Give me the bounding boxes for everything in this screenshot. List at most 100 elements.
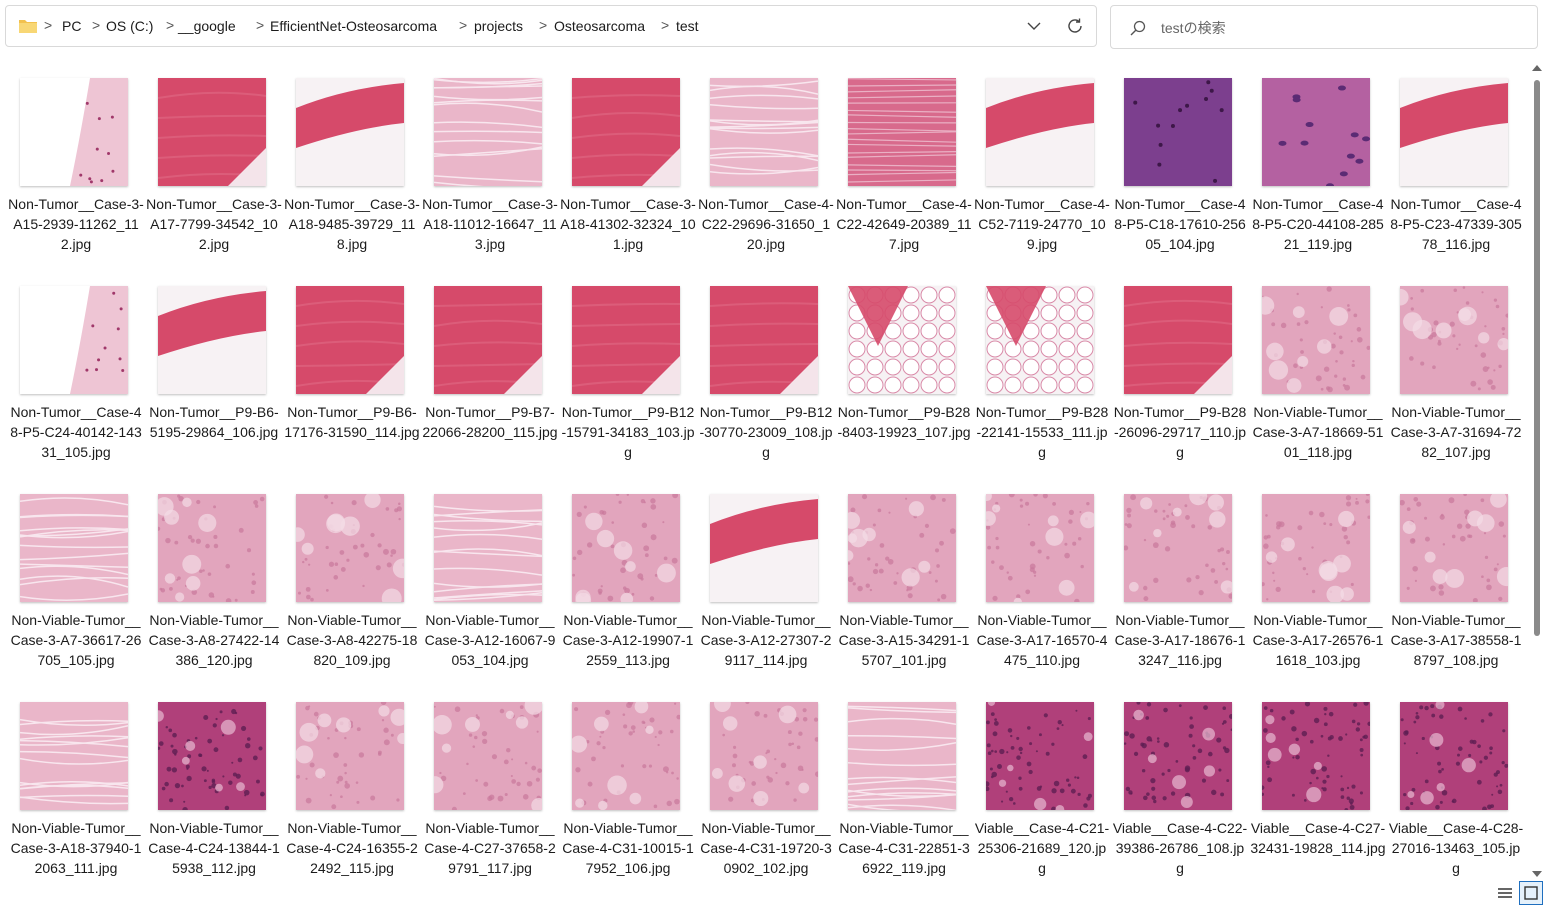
file-item[interactable]: Non-Viable-Tumor__Case-3-A18-37940-12063… <box>6 702 141 907</box>
file-name[interactable]: Non-Tumor__Case-3-A15-2939-11262_112.jpg <box>8 196 144 252</box>
file-name[interactable]: Non-Viable-Tumor__Case-3-A18-37940-12063… <box>10 820 142 876</box>
file-item[interactable]: Non-Tumor__Case-4-C22-42649-20389_117.jp… <box>834 78 972 283</box>
file-name[interactable]: Non-Tumor__Case-4-C22-42649-20389_117.jp… <box>836 196 972 252</box>
file-thumbnail[interactable] <box>295 699 409 810</box>
breadcrumb-efficientnet[interactable]: EfficientNet-Osteosarcoma <box>270 18 438 34</box>
file-thumbnail[interactable] <box>1391 286 1510 394</box>
large-icons-view-button[interactable] <box>1519 881 1543 905</box>
file-thumbnail[interactable] <box>296 78 404 186</box>
file-thumbnail[interactable] <box>710 695 821 810</box>
file-name[interactable]: Non-Tumor__P9-B28-8403-19923_107.jpg <box>837 404 971 440</box>
file-item[interactable]: Non-Tumor__Case-3-A18-11012-16647_113.jp… <box>420 77 558 283</box>
file-thumbnail[interactable] <box>152 702 266 813</box>
file-name[interactable]: Non-Viable-Tumor__Case-3-A17-16570-4475_… <box>976 612 1108 668</box>
file-item[interactable]: Non-Viable-Tumor__Case-3-A12-27307-29117… <box>696 494 831 699</box>
file-item[interactable]: Non-Viable-Tumor__Case-3-A12-16067-9053_… <box>420 494 555 699</box>
file-thumbnail[interactable] <box>981 490 1097 606</box>
breadcrumb-projects[interactable]: projects <box>474 18 524 34</box>
file-name[interactable]: Non-Tumor__Case-48-P5-C18-17610-25605_10… <box>1114 196 1246 252</box>
file-name[interactable]: Non-Viable-Tumor__Case-3-A7-18669-5101_1… <box>1252 404 1384 460</box>
file-name[interactable]: Non-Tumor__Case-4-C52-7119-24770_109.jpg <box>974 196 1110 252</box>
file-name[interactable]: Non-Viable-Tumor__Case-3-A8-42275-18820_… <box>286 612 418 668</box>
file-thumbnail[interactable] <box>1123 700 1234 810</box>
address-bar[interactable]: > PC > OS (C:) > __google > EfficientNet… <box>5 5 1097 47</box>
details-view-button[interactable] <box>1493 881 1517 905</box>
chevron-down-icon[interactable] <box>1026 18 1042 34</box>
file-name[interactable]: Non-Viable-Tumor__Case-3-A7-36617-26705_… <box>10 612 142 668</box>
file-item[interactable]: Non-Viable-Tumor__Case-3-A17-18676-13247… <box>1110 487 1245 699</box>
file-name[interactable]: Non-Viable-Tumor__Case-4-C24-16355-22492… <box>286 820 418 876</box>
file-thumbnail[interactable] <box>848 286 956 394</box>
file-item[interactable]: Non-Tumor__P9-B28-8403-19923_107.jpg <box>834 286 971 491</box>
file-name[interactable]: Viable__Case-4-C22-39386-26786_108.jpg <box>1112 820 1248 876</box>
file-item[interactable]: Non-Tumor__P9-B7-22066-28200_115.jpg <box>420 286 558 491</box>
file-item[interactable]: Non-Tumor__Case-48-P5-C23-47339-30578_11… <box>1386 78 1522 283</box>
file-thumbnail[interactable] <box>155 494 266 604</box>
file-name[interactable]: Viable__Case-4-C21-25306-21689_120.jpg <box>974 820 1110 876</box>
file-thumbnail[interactable] <box>433 77 543 190</box>
file-item[interactable]: Non-Viable-Tumor__Case-3-A15-34291-15707… <box>834 494 969 699</box>
file-name[interactable]: Non-Viable-Tumor__Case-4-C24-13844-15938… <box>148 820 280 876</box>
file-thumbnail[interactable] <box>984 698 1094 814</box>
file-name[interactable]: Non-Viable-Tumor__Case-3-A17-18676-13247… <box>1114 612 1246 668</box>
file-thumbnail[interactable] <box>290 491 413 609</box>
file-thumbnail[interactable] <box>1262 78 1371 189</box>
scrollbar-thumb[interactable] <box>1534 80 1540 636</box>
file-name[interactable]: Non-Viable-Tumor__Case-4-C31-10015-17952… <box>562 820 694 876</box>
search-box[interactable] <box>1110 5 1538 49</box>
file-item[interactable]: Non-Tumor__P9-B6-17176-31590_114.jpg <box>282 286 420 491</box>
file-item[interactable]: Non-Tumor__Case-4-C22-29696-31650_120.jp… <box>696 78 834 283</box>
file-name[interactable]: Non-Viable-Tumor__Case-3-A17-26576-11618… <box>1252 612 1384 668</box>
file-name[interactable]: Non-Viable-Tumor__Case-4-C31-19720-30902… <box>700 820 832 876</box>
breadcrumb-osteosarcoma[interactable]: Osteosarcoma <box>554 18 646 34</box>
file-thumbnail[interactable] <box>986 286 1094 394</box>
file-thumbnail[interactable] <box>710 494 818 602</box>
file-item[interactable]: Non-Tumor__P9-B28-26096-29717_110.jpg <box>1110 286 1246 491</box>
breadcrumb-google[interactable]: __google <box>178 18 236 34</box>
file-item[interactable]: Non-Viable-Tumor__Case-4-C24-16355-22492… <box>282 699 418 907</box>
file-item[interactable]: Non-Tumor__P9-B6-5195-29864_106.jpg <box>144 286 279 491</box>
file-thumbnail[interactable] <box>433 286 543 394</box>
file-thumbnail[interactable] <box>295 286 405 394</box>
file-name[interactable]: Non-Viable-Tumor__Case-3-A12-27307-29117… <box>700 612 832 668</box>
file-thumbnail[interactable] <box>1124 78 1232 186</box>
file-thumbnail[interactable] <box>1400 78 1508 186</box>
file-thumbnail[interactable] <box>157 78 267 186</box>
file-item[interactable]: Non-Tumor__Case-4-C52-7119-24770_109.jpg <box>972 78 1110 283</box>
breadcrumb-pc[interactable]: PC <box>62 18 82 34</box>
file-thumbnail[interactable] <box>19 702 129 810</box>
file-item[interactable]: Non-Tumor__Case-3-A17-7799-34542_102.jpg <box>144 78 282 283</box>
file-item[interactable]: Non-Viable-Tumor__Case-4-C24-13844-15938… <box>144 702 280 907</box>
file-name[interactable]: Non-Tumor__Case-48-P5-C20-44108-28521_11… <box>1252 196 1384 252</box>
file-item[interactable]: Non-Tumor__Case-48-P5-C24-40142-14331_10… <box>6 286 142 491</box>
file-name[interactable]: Non-Tumor__Case-3-A17-7799-34542_102.jpg <box>146 196 282 252</box>
file-name[interactable]: Non-Tumor__P9-B28-22141-15533_111.jpg <box>975 404 1109 460</box>
file-thumbnail[interactable] <box>571 286 681 394</box>
file-item[interactable]: Non-Viable-Tumor__Case-3-A12-19907-12559… <box>558 492 693 699</box>
file-name[interactable]: Non-Tumor__P9-B12-30770-23009_108.jpg <box>699 404 833 460</box>
file-item[interactable]: Non-Tumor__P9-B12-15791-34183_103.jpg <box>558 286 695 491</box>
file-name[interactable]: Non-Viable-Tumor__Case-3-A12-19907-12559… <box>562 612 694 668</box>
file-name[interactable]: Non-Tumor__P9-B6-17176-31590_114.jpg <box>284 404 420 440</box>
breadcrumb-drive[interactable]: OS (C:) <box>106 18 154 34</box>
file-name[interactable]: Non-Tumor__P9-B6-5195-29864_106.jpg <box>149 404 279 440</box>
file-thumbnail[interactable] <box>986 78 1094 186</box>
file-item[interactable]: Non-Tumor__Case-3-A15-2939-11262_112.jpg <box>6 78 144 283</box>
file-item[interactable]: Non-Viable-Tumor__Case-3-A8-42275-18820_… <box>282 491 417 699</box>
file-thumbnail[interactable] <box>426 696 547 814</box>
file-name[interactable]: Non-Tumor__Case-4-C22-29696-31650_120.jp… <box>698 196 834 252</box>
file-thumbnail[interactable] <box>20 286 128 394</box>
file-thumbnail[interactable] <box>709 78 819 186</box>
file-name[interactable]: Non-Viable-Tumor__Case-3-A7-31694-7282_1… <box>1390 404 1522 460</box>
file-thumbnail[interactable] <box>570 699 682 811</box>
file-thumbnail[interactable] <box>847 78 957 186</box>
file-item[interactable]: Non-Tumor__P9-B12-30770-23009_108.jpg <box>696 286 833 491</box>
file-item[interactable]: Non-Tumor__P9-B28-22141-15533_111.jpg <box>972 286 1108 491</box>
file-item[interactable]: Viable__Case-4-C27-32431-19828_114.jpg <box>1248 700 1386 907</box>
file-name[interactable]: Non-Viable-Tumor__Case-4-C31-22851-36922… <box>838 820 970 876</box>
file-item[interactable]: Non-Viable-Tumor__Case-4-C27-37658-29791… <box>420 696 556 907</box>
file-item[interactable]: Non-Viable-Tumor__Case-3-A7-36617-26705_… <box>6 494 141 699</box>
file-item[interactable]: Non-Tumor__Case-48-P5-C18-17610-25605_10… <box>1110 78 1246 283</box>
file-item[interactable]: Non-Viable-Tumor__Case-3-A17-26576-11618… <box>1248 492 1383 699</box>
file-item[interactable]: Non-Viable-Tumor__Case-3-A7-31694-7282_1… <box>1386 286 1521 491</box>
